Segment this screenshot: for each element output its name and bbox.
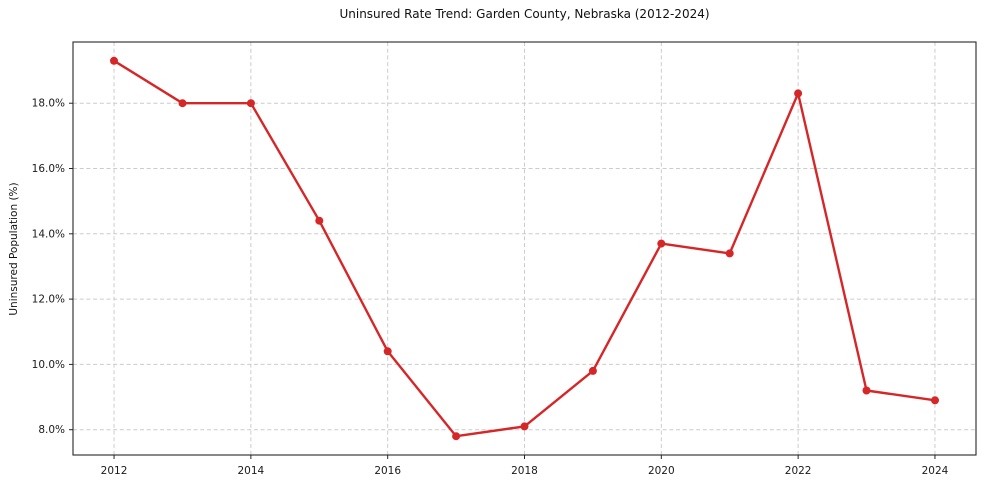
data-point bbox=[725, 249, 734, 258]
y-tick-label: 16.0% bbox=[32, 163, 65, 175]
data-point bbox=[931, 396, 939, 405]
data-point bbox=[657, 239, 666, 248]
x-tick-label: 2018 bbox=[511, 465, 538, 477]
data-point bbox=[520, 422, 529, 431]
y-tick-label: 12.0% bbox=[32, 294, 65, 306]
y-tick-label: 10.0% bbox=[32, 359, 65, 371]
x-tick-label: 2020 bbox=[648, 465, 675, 477]
data-point bbox=[178, 99, 187, 108]
y-tick-label: 18.0% bbox=[32, 98, 65, 110]
data-point bbox=[383, 347, 392, 356]
data-point bbox=[246, 99, 255, 108]
x-tick-label: 2012 bbox=[101, 465, 128, 477]
chart-title: Uninsured Rate Trend: Garden County, Neb… bbox=[339, 7, 710, 21]
data-point bbox=[588, 366, 597, 375]
data-point bbox=[794, 89, 803, 98]
y-tick-label: 14.0% bbox=[32, 228, 65, 240]
x-tick-label: 2014 bbox=[237, 465, 264, 477]
x-tick-label: 2016 bbox=[374, 465, 401, 477]
x-tick-label: 2022 bbox=[785, 465, 812, 477]
data-point bbox=[110, 56, 118, 65]
x-tick-label: 2024 bbox=[922, 465, 949, 477]
data-point bbox=[315, 216, 324, 225]
data-point bbox=[862, 386, 871, 395]
y-axis-label: Uninsured Population (%) bbox=[8, 182, 20, 316]
y-tick-label: 8.0% bbox=[38, 424, 65, 436]
data-point bbox=[452, 432, 461, 441]
